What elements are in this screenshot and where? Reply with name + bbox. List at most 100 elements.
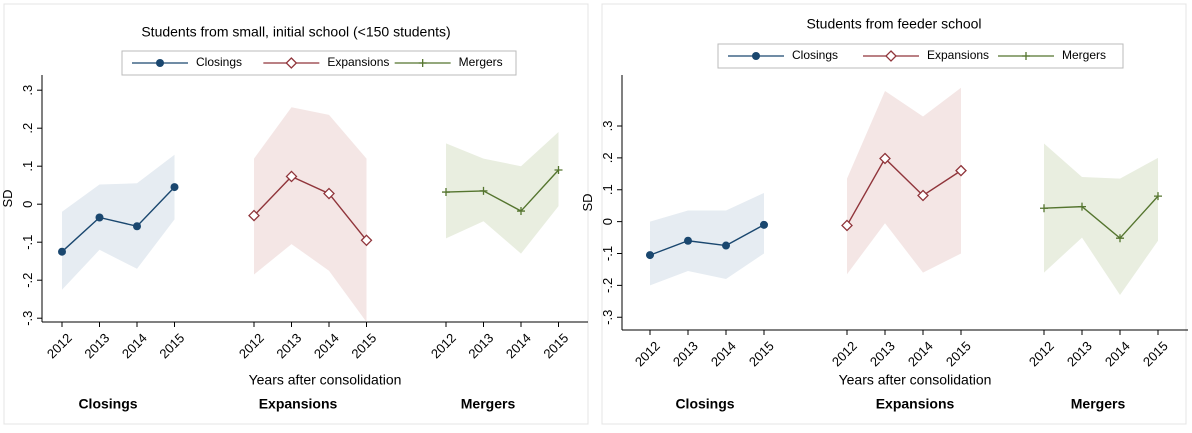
x-tick-label: 2012 xyxy=(829,338,860,369)
series-line xyxy=(61,186,176,253)
x-tick-label: 2015 xyxy=(156,330,187,361)
x-axis-title: Years after consolidation xyxy=(249,372,402,388)
panel-frame xyxy=(601,3,1187,425)
group-label: Closings xyxy=(78,396,137,412)
x-tick-label: 2012 xyxy=(632,338,663,369)
marker xyxy=(684,236,692,245)
y-tick-label: 0 xyxy=(20,201,35,208)
legend-label: Mergers xyxy=(1062,48,1106,62)
marker xyxy=(722,241,730,250)
x-tick-label: 2015 xyxy=(1140,338,1171,369)
x-tick-label: 2015 xyxy=(348,330,379,361)
marker xyxy=(1154,192,1162,201)
x-tick-label: 2012 xyxy=(428,330,459,361)
marker xyxy=(752,52,760,60)
marker xyxy=(285,170,298,183)
y-tick-label: -.2 xyxy=(600,278,615,293)
y-tick-label: -.1 xyxy=(600,246,615,261)
marker xyxy=(917,189,929,202)
legend-label: Mergers xyxy=(459,55,503,69)
marker xyxy=(156,59,164,67)
x-tick-label: 2012 xyxy=(44,330,75,361)
panel-frame xyxy=(3,3,589,425)
x-tick-label: 2012 xyxy=(236,330,267,361)
confidence-band xyxy=(446,132,559,254)
marker xyxy=(760,220,768,229)
y-tick-label: .2 xyxy=(600,152,615,163)
group-label: Mergers xyxy=(461,396,516,412)
marker xyxy=(133,222,141,231)
marker xyxy=(1116,234,1124,243)
confidence-band xyxy=(650,192,764,286)
confidence-band xyxy=(847,87,961,275)
y-tick-label: .1 xyxy=(20,161,35,172)
x-tick-label: 2014 xyxy=(1102,338,1133,369)
marker xyxy=(1040,204,1048,213)
x-tick-label: 2013 xyxy=(670,338,701,369)
chart-title: Students from feeder school xyxy=(806,16,981,32)
marker xyxy=(955,164,967,177)
marker xyxy=(442,188,450,197)
chart-title: Students from small, initial school (<15… xyxy=(141,24,450,40)
legend-box xyxy=(717,43,1124,69)
marker xyxy=(248,209,260,222)
group-label: Mergers xyxy=(1071,396,1126,412)
x-tick-label: 2014 xyxy=(503,330,534,361)
series-line xyxy=(649,224,765,256)
panel: Students from feeder school Closings Expan… xyxy=(580,3,1188,425)
marker xyxy=(1078,202,1086,211)
marker xyxy=(170,183,179,192)
x-tick-label: 2015 xyxy=(746,338,777,369)
y-tick-label: .3 xyxy=(600,121,615,132)
marker xyxy=(360,234,373,247)
group-label: Expansions xyxy=(876,396,955,412)
x-tick-label: 2014 xyxy=(311,330,342,361)
x-tick-label: 2014 xyxy=(119,330,150,361)
confidence-band xyxy=(1044,143,1158,295)
y-tick-label: .3 xyxy=(20,85,35,96)
panel: Students from small, initial school (<15… xyxy=(0,3,589,425)
marker xyxy=(58,247,66,256)
group-label: Expansions xyxy=(259,396,338,412)
x-tick-label: 2013 xyxy=(273,330,304,361)
x-tick-label: 2015 xyxy=(540,330,571,361)
x-axis-title: Years after consolidation xyxy=(839,372,992,388)
marker xyxy=(554,166,563,174)
marker xyxy=(885,50,897,62)
y-tick-label: -.2 xyxy=(20,273,35,288)
x-tick-label: 2014 xyxy=(905,338,936,369)
y-tick-label: .2 xyxy=(20,123,35,134)
marker xyxy=(95,213,104,222)
y-axis-title: SD xyxy=(580,193,595,211)
series-line xyxy=(846,157,962,226)
y-axis-title: SD xyxy=(0,189,15,207)
x-tick-label: 2013 xyxy=(81,330,112,361)
marker xyxy=(879,152,891,165)
confidence-band xyxy=(254,107,367,322)
legend-label: Closings xyxy=(792,48,838,62)
marker xyxy=(841,219,853,232)
marker xyxy=(646,251,654,260)
legend-label: Expansions xyxy=(327,55,389,69)
y-tick-label: -.1 xyxy=(20,235,35,250)
marker xyxy=(479,186,488,195)
x-tick-label: 2015 xyxy=(943,338,974,369)
series-line xyxy=(253,175,368,241)
marker xyxy=(285,57,298,69)
y-tick-label: -.3 xyxy=(600,310,615,325)
x-tick-label: 2013 xyxy=(1064,338,1095,369)
y-tick-label: 0 xyxy=(600,218,615,225)
y-tick-label: .1 xyxy=(600,184,615,195)
x-tick-label: 2013 xyxy=(465,330,496,361)
y-tick-label: -.3 xyxy=(20,311,35,326)
marker xyxy=(1022,52,1030,60)
group-label: Closings xyxy=(675,396,734,412)
marker xyxy=(418,59,427,67)
x-tick-label: 2014 xyxy=(708,338,739,369)
x-tick-label: 2012 xyxy=(1026,338,1057,369)
series-line xyxy=(445,169,560,212)
x-tick-label: 2013 xyxy=(867,338,898,369)
legend-label: Expansions xyxy=(927,48,989,62)
